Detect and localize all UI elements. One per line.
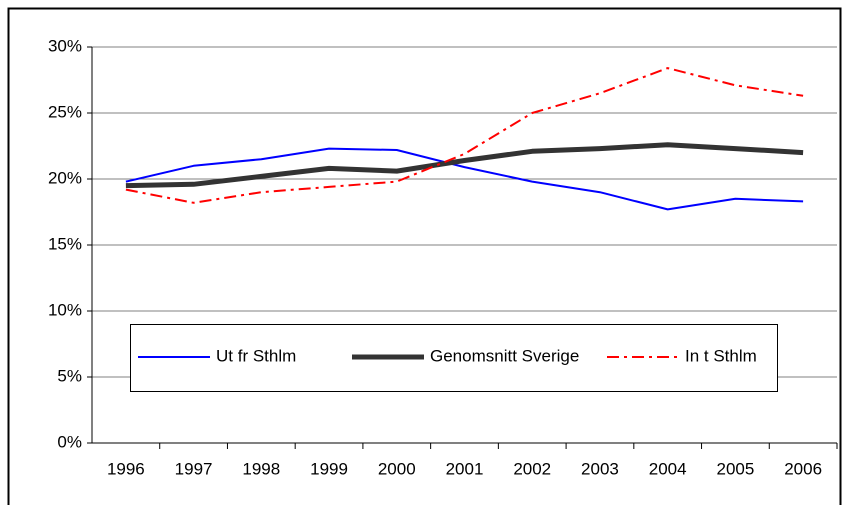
chart-frame [7, 7, 842, 505]
y-tick-label: 10% [48, 300, 82, 319]
x-tick-label: 1998 [242, 459, 280, 478]
x-tick-label: 2006 [784, 459, 822, 478]
x-tick-label: 2001 [446, 459, 484, 478]
legend-label: Ut fr Sthlm [216, 346, 296, 365]
x-tick-label: 2003 [581, 459, 619, 478]
y-tick-label: 5% [57, 366, 82, 385]
x-tick-label: 2004 [649, 459, 687, 478]
x-tick-label: 2000 [378, 459, 416, 478]
legend-box [130, 324, 778, 392]
legend-label: Genomsnitt Sverige [430, 346, 579, 365]
x-tick-label: 1996 [107, 459, 145, 478]
x-tick-label: 2002 [513, 459, 551, 478]
y-tick-label: 20% [48, 168, 82, 187]
y-tick-label: 25% [48, 102, 82, 121]
x-tick-label: 2005 [716, 459, 754, 478]
y-tick-label: 0% [57, 432, 82, 451]
y-tick-label: 15% [48, 234, 82, 253]
x-tick-label: 1999 [310, 459, 348, 478]
series-line [125, 147, 804, 211]
series-line [125, 142, 804, 189]
y-tick-label: 30% [48, 36, 82, 55]
legend-label: In t Sthlm [685, 346, 757, 365]
x-tick-label: 1997 [175, 459, 213, 478]
